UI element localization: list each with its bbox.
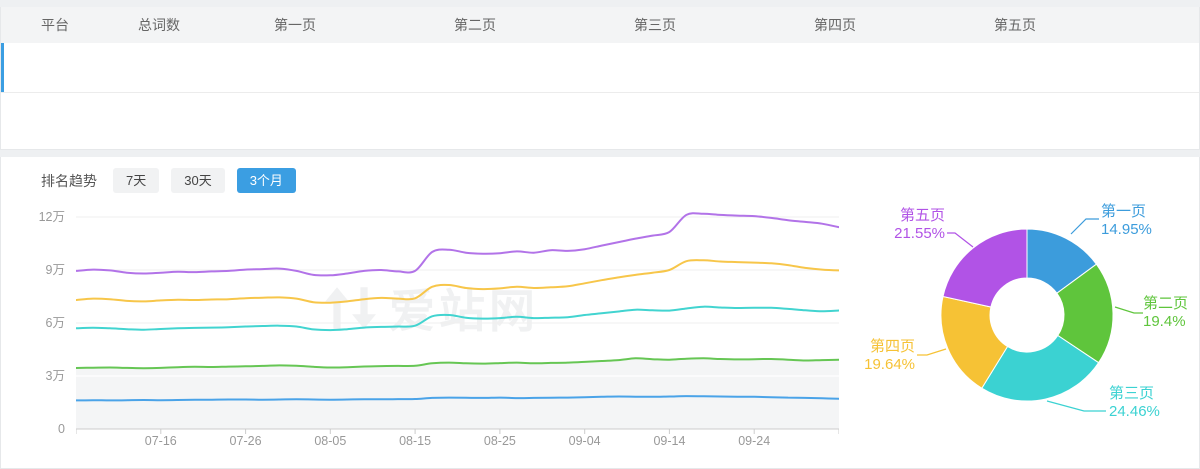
col-header-page1: 第一页 <box>274 17 316 33</box>
trend-title: 排名趋势 <box>41 172 97 189</box>
donut-svg <box>917 218 1143 412</box>
y-axis-label: 9万 <box>45 263 65 277</box>
table-row-mobile[interactable]: 移动端 89,229 14,816 16.60% 19,532 21.89% 1… <box>1 93 1199 341</box>
col-header-platform: 平台 <box>41 17 69 33</box>
x-axis-label: 07-16 <box>144 434 177 448</box>
rank-table: 平台 总词数 第一页 第二页 第三页 第四页 第五页 PC端 114,115 1… <box>0 7 1200 341</box>
line-chart: 爱站网 12万 9万 6万 3万 0 07-16 07-26 08-05 08-15 08-25… <box>1 157 851 469</box>
donut-label-1: 第一页 14.95% <box>1101 203 1152 238</box>
table-header: 平台 总词数 第一页 第二页 第三页 第四页 第五页 <box>1 7 1199 43</box>
donut-label-3: 第三页 24.46% <box>1109 385 1160 420</box>
donut-chart: 第一页 14.95% 第二页 19.4% 第三页 24.46% 第四页 19.64% 第五页 21… <box>851 157 1200 469</box>
col-header-page2: 第二页 <box>454 17 496 33</box>
range-button-30d[interactable]: 30天 <box>171 168 225 193</box>
col-header-page4: 第四页 <box>814 17 856 33</box>
donut-label-4: 第四页 19.64% <box>864 338 915 373</box>
x-axis-label: 09-04 <box>568 434 601 448</box>
x-axis-label: 08-25 <box>483 434 516 448</box>
aizhan-logo-icon <box>325 287 376 329</box>
col-header-total: 总词数 <box>138 17 180 33</box>
col-header-page5: 第五页 <box>994 17 1036 33</box>
donut-label-2: 第二页 19.4% <box>1143 295 1189 330</box>
y-axis-label: 0 <box>58 422 65 436</box>
range-button-3m[interactable]: 3个月 <box>236 168 296 193</box>
aizhan-watermark: 爱站网 <box>323 275 539 341</box>
range-button-7d[interactable]: 7天 <box>113 168 160 193</box>
watermark-text: 爱站网 <box>389 285 539 337</box>
x-axis-label: 09-24 <box>738 434 771 448</box>
line-chart-svg <box>76 212 839 434</box>
y-axis-label: 6万 <box>45 316 65 330</box>
trend-toolbar: 排名趋势 7天 30天 3个月 <box>41 168 296 193</box>
x-axis-label: 07-26 <box>229 434 262 448</box>
x-axis-label: 09-14 <box>653 434 686 448</box>
col-header-page3: 第三页 <box>634 17 676 33</box>
y-axis-label: 12万 <box>38 210 65 224</box>
table-row-pc[interactable]: PC端 114,115 17,056 14.95% 22,144 19.40% … <box>1 43 1199 291</box>
trend-section: 排名趋势 7天 30天 3个月 爱站网 12万 9万 6万 3万 0 07-16 07-2… <box>0 157 1200 469</box>
donut-label-5: 第五页 21.55% <box>894 207 945 242</box>
x-axis-label: 08-05 <box>314 434 347 448</box>
y-axis-label: 3万 <box>45 369 65 383</box>
x-axis-label: 08-15 <box>399 434 432 448</box>
